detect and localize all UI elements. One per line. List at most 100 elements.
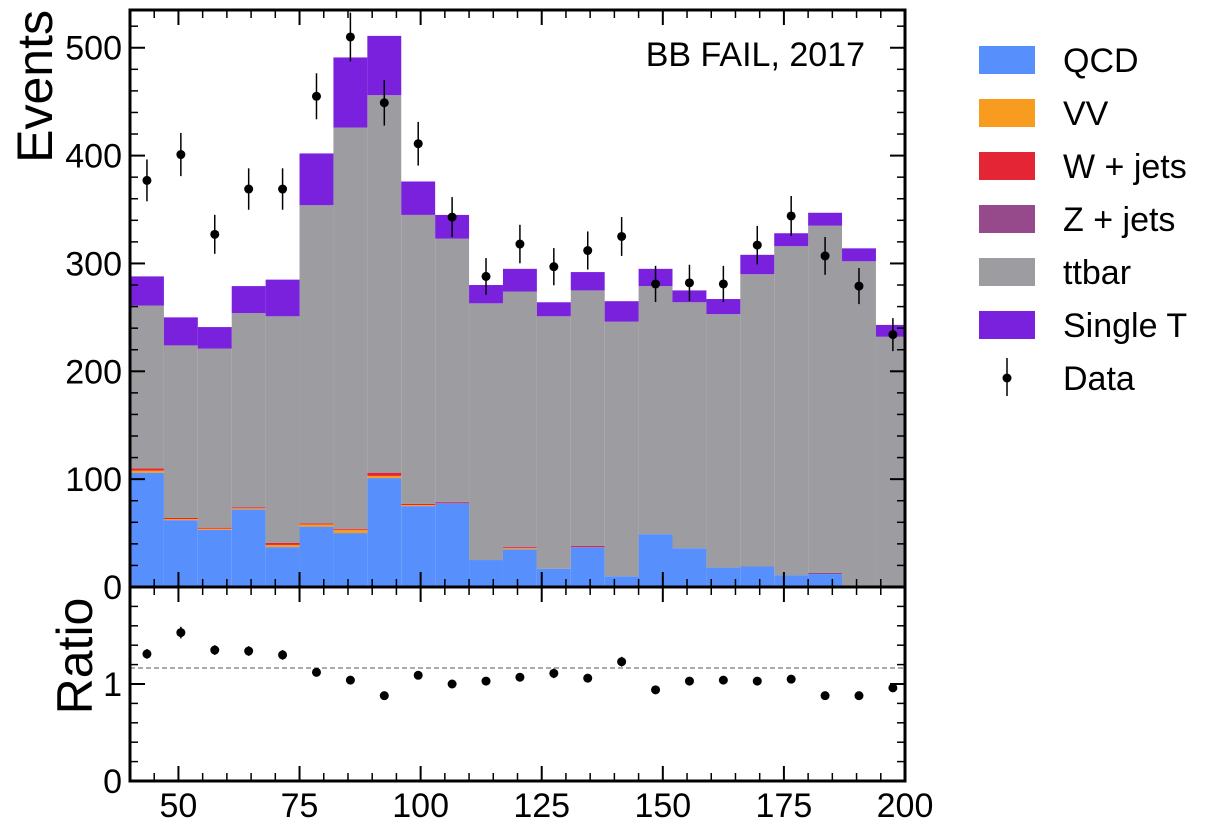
bar-ttbar-9: [435, 238, 470, 502]
bar-single-t-19: [774, 233, 809, 247]
bar-w-jets-3: [231, 507, 266, 509]
bar-ttbar-6: [333, 127, 368, 529]
bar-ttbar-1: [163, 345, 198, 518]
bar-ttbar-14: [604, 321, 639, 577]
data-points: [142, 12, 898, 352]
bar-single-t-18: [740, 254, 775, 275]
bar-qcd-5: [299, 526, 334, 587]
bar-qcd-16: [672, 548, 707, 587]
bar-single-t-2: [197, 327, 232, 349]
stacked-bars: [130, 35, 905, 587]
bar-w-jets-9: [435, 501, 470, 503]
data-point-16: [684, 278, 694, 288]
ratio-point-13: [583, 673, 593, 683]
bar-ttbar-18: [740, 274, 775, 567]
data-point-4: [278, 184, 288, 194]
ratio-point-18: [752, 676, 762, 686]
bar-qcd-18: [740, 566, 775, 587]
bar-qcd-0: [130, 472, 164, 587]
bar-single-t-1: [163, 317, 198, 346]
data-point-17: [718, 279, 728, 289]
bar-single-t-0: [130, 276, 164, 306]
bar-qcd-12: [536, 568, 571, 587]
bar-qcd-1: [163, 520, 198, 587]
bar-single-t-6: [333, 57, 368, 128]
bar-single-t-17: [706, 299, 741, 315]
data-point-12: [549, 262, 559, 272]
data-point-18: [752, 240, 762, 250]
bar-ttbar-10: [469, 303, 503, 561]
bar-ttbar-5: [299, 205, 334, 524]
bar-qcd-3: [231, 509, 266, 587]
bar-w-jets-13: [570, 546, 605, 548]
bar-ttbar-22: [875, 336, 905, 587]
bar-vv-6: [333, 529, 368, 534]
bar-w-jets-5: [299, 523, 334, 525]
x-axis: 50 75 100 125 150 175 200: [153, 10, 934, 825]
ratio-point-12: [549, 668, 559, 678]
ratio-panel: 0 1 50 75 100 125 150 175 200 Ratio: [47, 10, 933, 825]
data-point-8: [413, 139, 423, 149]
bar-ttbar-8: [401, 214, 436, 504]
data-point-2: [210, 229, 220, 239]
legend-data-marker: [1002, 373, 1012, 383]
legend-qcd-swatch: [979, 46, 1035, 74]
ratio-point-14: [617, 657, 627, 667]
data-point-15: [651, 279, 661, 289]
bar-qcd-9: [435, 502, 470, 587]
bar-w-jets-2: [197, 527, 232, 529]
data-point-22: [888, 330, 898, 340]
ratio-point-3: [244, 646, 254, 656]
bar-qcd-7: [367, 478, 402, 587]
bar-ttbar-21: [842, 261, 876, 587]
ratio-point-11: [515, 672, 525, 682]
bar-vv-11: [502, 548, 537, 550]
bar-qcd-15: [638, 534, 673, 587]
x-tick-label-1: 75: [281, 787, 319, 825]
bar-ttbar-20: [808, 225, 843, 573]
bar-qcd-17: [706, 567, 741, 587]
bar-w-jets-7: [367, 472, 402, 476]
bar-single-t-8: [401, 181, 436, 215]
bar-ttbar-13: [570, 290, 605, 547]
bar-qcd-6: [333, 533, 368, 587]
main-y-tick-label-1: 100: [65, 461, 122, 499]
legend-z-jets-label: Z + jets: [1063, 201, 1175, 239]
legend-single-t-swatch: [979, 311, 1035, 339]
bar-vv-8: [401, 505, 436, 507]
bar-vv-0: [130, 470, 164, 473]
legend-ttbar-label: ttbar: [1063, 254, 1131, 292]
x-tick-label-6: 200: [877, 787, 934, 825]
bar-qcd-10: [469, 560, 503, 587]
data-point-11: [515, 239, 525, 249]
x-tick-label-5: 175: [756, 787, 813, 825]
bar-ttbar-17: [706, 314, 741, 568]
ratio-point-9: [447, 679, 457, 689]
data-point-5: [311, 91, 321, 101]
data-point-0: [142, 175, 152, 185]
bar-single-t-20: [808, 212, 843, 226]
bar-w-jets-8: [401, 503, 436, 506]
legend-data-label: Data: [1063, 360, 1135, 398]
ratio-point-6: [345, 675, 355, 685]
ratio-point-7: [379, 691, 389, 701]
bar-single-t-13: [570, 272, 605, 291]
legend-w-jets-label: W + jets: [1063, 148, 1187, 186]
main-panel: BB FAIL, 2017 0 100 200 300 400 500 Events: [7, 8, 907, 607]
data-point-6: [345, 32, 355, 42]
bar-ttbar-7: [367, 95, 402, 473]
legend: QCD VV W + jets Z + jets ttbar Single T Data: [979, 42, 1187, 398]
ratio-point-0: [142, 649, 152, 659]
bar-vv-3: [231, 508, 266, 510]
bar-ttbar-4: [265, 316, 300, 543]
bar-w-jets-4: [265, 542, 300, 545]
bar-qcd-13: [570, 547, 605, 587]
ratio-points: [142, 626, 898, 701]
legend-qcd-label: QCD: [1063, 42, 1139, 80]
bar-vv-2: [197, 528, 232, 530]
bar-single-t-14: [604, 301, 639, 322]
bar-qcd-19: [774, 575, 809, 587]
main-y-tick-label-3: 300: [65, 245, 122, 283]
bar-vv-1: [163, 519, 198, 521]
